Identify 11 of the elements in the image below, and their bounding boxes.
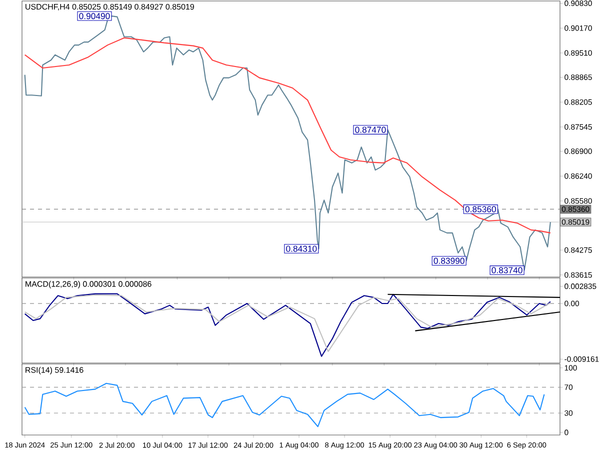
annotation: 0.90490 bbox=[79, 13, 110, 20]
annotation: 0.84310 bbox=[286, 246, 317, 252]
chart-title: USDCHF,H4 0.85025 0.85149 0.84927 0.85019 bbox=[26, 4, 194, 11]
annotation: 0.83740 bbox=[492, 267, 522, 274]
line-series bbox=[24, 37, 551, 234]
chart-title: MACD(12,26,9) 0.000301 0.000086 bbox=[26, 280, 152, 288]
line-series bbox=[24, 382, 545, 428]
annotation: 0.85360 bbox=[465, 206, 496, 212]
chart-title: RSI(14) 59.1416 bbox=[26, 366, 84, 374]
annotation: 0.83990 bbox=[434, 258, 464, 264]
annotation: 0.87470 bbox=[355, 126, 386, 133]
